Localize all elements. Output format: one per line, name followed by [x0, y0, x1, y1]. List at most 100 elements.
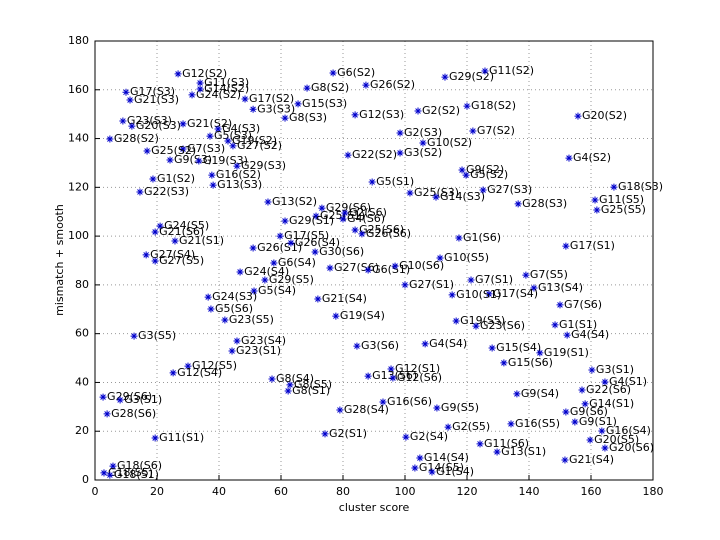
point [391, 262, 399, 270]
point [362, 81, 370, 89]
point [268, 375, 276, 383]
point-label: G12(S3) [359, 108, 404, 121]
point-label: G7(S6) [564, 298, 602, 311]
point [184, 362, 192, 370]
point [598, 427, 606, 435]
point-label: G15(S3) [302, 97, 347, 110]
axes-box [94, 40, 654, 481]
y-tick-label: 180 [68, 34, 89, 47]
point [402, 433, 410, 441]
point [143, 147, 151, 155]
point [458, 166, 466, 174]
x-tick-label: 60 [274, 485, 288, 498]
point [610, 183, 618, 191]
point-label: G17(S5) [284, 229, 329, 242]
point [416, 454, 424, 462]
point [208, 171, 216, 179]
point-label: G4(S4) [571, 328, 609, 341]
point [106, 135, 114, 143]
point [591, 196, 599, 204]
point [156, 222, 164, 230]
x-tick-label: 0 [92, 485, 99, 498]
point [421, 340, 429, 348]
point-label: G25(S3) [414, 186, 459, 199]
x-tick-label: 20 [150, 485, 164, 498]
point [514, 200, 522, 208]
point-label: G2(S6) [349, 206, 387, 219]
point-label: G30(S6) [319, 245, 364, 258]
x-axis-label: cluster score [339, 501, 410, 514]
point [411, 464, 419, 472]
point [351, 226, 359, 234]
point-label: G7(S2) [477, 124, 515, 137]
point-label: G27(S1) [409, 278, 454, 291]
point [358, 230, 366, 238]
point [100, 469, 108, 477]
point-label: G7(S3) [187, 142, 225, 155]
y-tick-label: 160 [68, 83, 89, 96]
point [287, 239, 295, 247]
point [207, 305, 215, 313]
point [179, 145, 187, 153]
point-label: G5(S2) [470, 168, 508, 181]
point [195, 157, 203, 165]
point [500, 359, 508, 367]
point [128, 122, 136, 130]
point [396, 149, 404, 157]
point [209, 181, 217, 189]
point-label: G13(S1) [501, 445, 546, 458]
point-label: G13(S2) [272, 195, 317, 208]
point [321, 430, 329, 438]
point-label: G22(S6) [586, 383, 631, 396]
point [336, 406, 344, 414]
point-label: G12(S5) [192, 359, 237, 372]
point [396, 129, 404, 137]
point-label: G11(S2) [489, 64, 534, 77]
point [469, 127, 477, 135]
point-label: G2(S3) [404, 126, 442, 139]
point-label: G19(S2) [232, 134, 277, 147]
point-label: G4(S1) [609, 375, 647, 388]
point [332, 312, 340, 320]
point-label: G11(S5) [599, 193, 644, 206]
point [241, 95, 249, 103]
point [233, 162, 241, 170]
point [286, 381, 294, 389]
point-label: G3(S6) [361, 339, 399, 352]
point-label: G2(S5) [452, 420, 490, 433]
point [228, 347, 236, 355]
point [179, 120, 187, 128]
point-label: G4(S4) [429, 337, 467, 350]
point-label: G1(S1) [559, 318, 597, 331]
point-label: G5(S1) [376, 175, 414, 188]
point [432, 193, 440, 201]
point [428, 468, 436, 476]
point [368, 178, 376, 186]
point [151, 257, 159, 265]
point-label: G3(S5) [138, 329, 176, 342]
point [99, 393, 107, 401]
y-axis-label: mismatch + smooth [53, 204, 66, 316]
point-label: G5(S4) [258, 284, 296, 297]
point-label: G22(S2) [352, 148, 397, 161]
point [126, 96, 134, 104]
point-label: G2(S2) [422, 104, 460, 117]
point-label: G14(S2) [204, 82, 249, 95]
point-label: G4(S6) [347, 212, 385, 225]
point-label: G11(S6) [484, 437, 529, 450]
point [574, 112, 582, 120]
point [233, 337, 241, 345]
point [561, 456, 569, 464]
point [229, 142, 237, 150]
point [588, 366, 596, 374]
point-label: G29(S1) [289, 214, 334, 227]
point-label: G10(S6) [399, 259, 444, 272]
point-label: G3(S1) [596, 363, 634, 376]
point-label: G19(S5) [460, 314, 505, 327]
point [171, 237, 179, 245]
point-label: G12(S1) [395, 362, 440, 375]
point [204, 293, 212, 301]
point [467, 276, 475, 284]
point [119, 117, 127, 125]
